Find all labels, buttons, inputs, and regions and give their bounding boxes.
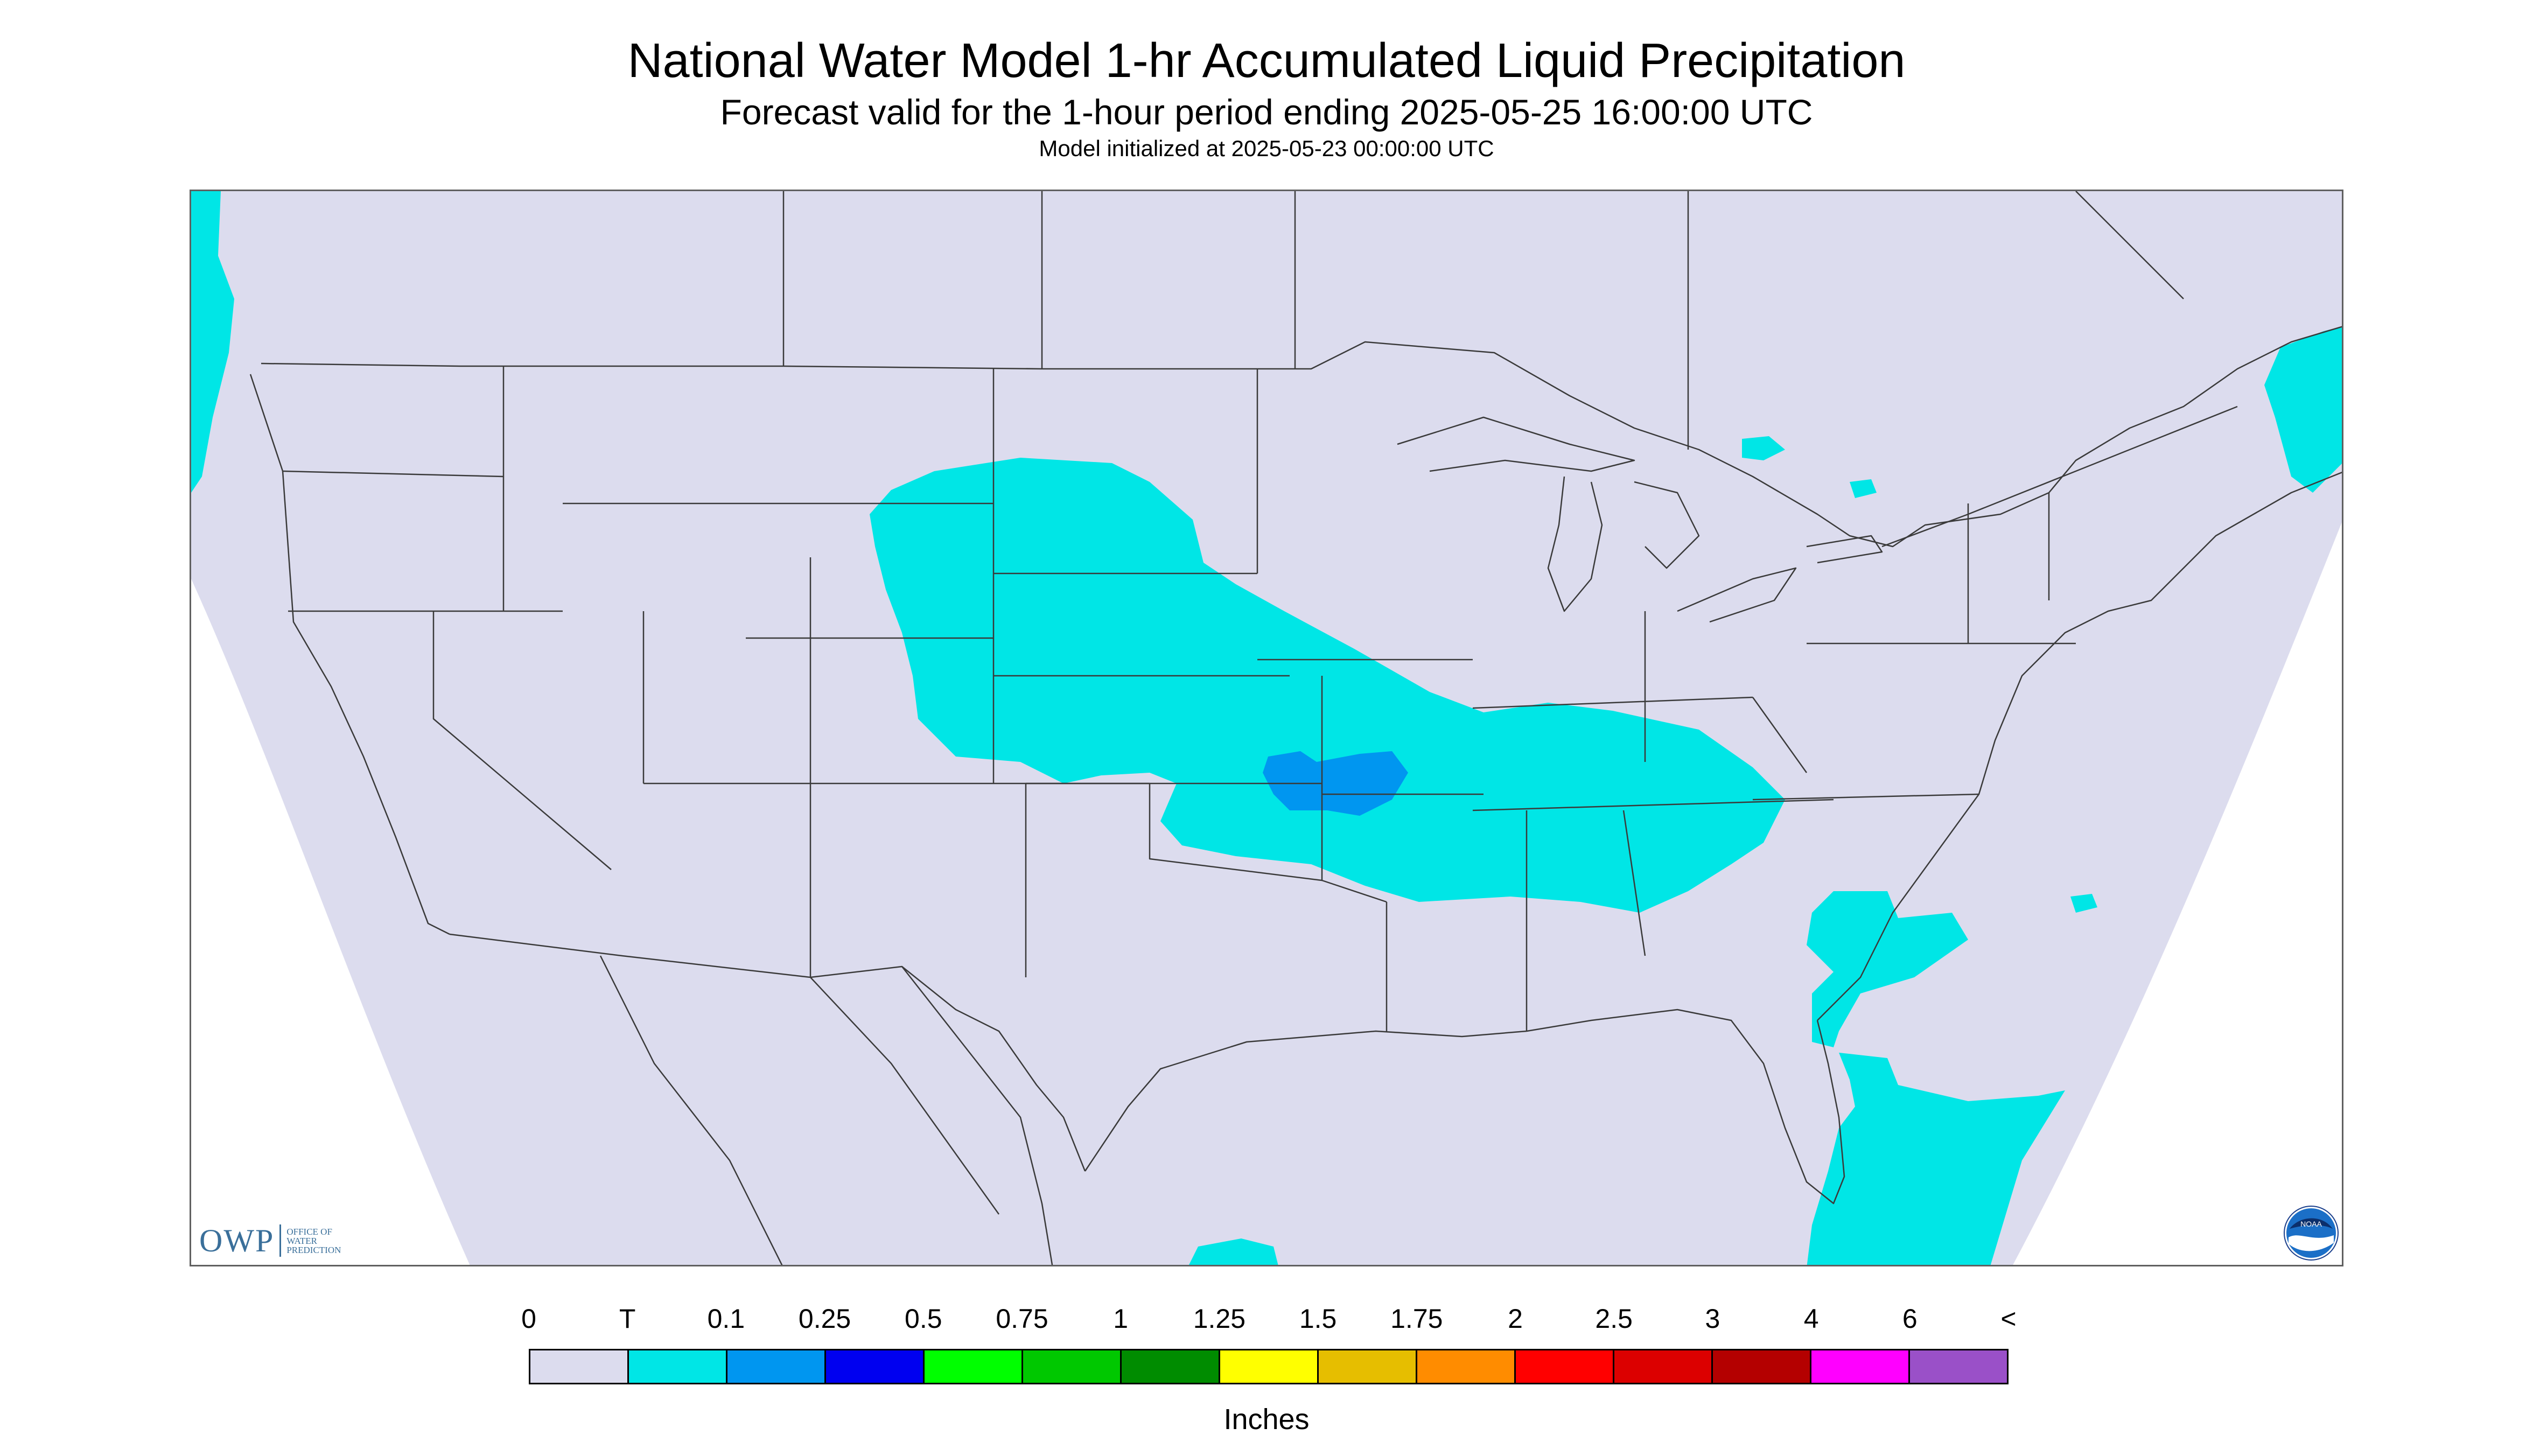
model-init-line: Model initialized at 2025-05-23 00:00:00… bbox=[1039, 136, 1494, 161]
noaa-logo-text: NOAA bbox=[2300, 1220, 2322, 1228]
boundary-lake-michigan bbox=[1547, 476, 1603, 612]
trace-precip-areas bbox=[191, 191, 2342, 1265]
owp-office-text: OFFICE OF WATER PREDICTION bbox=[286, 1227, 341, 1255]
precip-great-lakes-canada bbox=[1742, 436, 1785, 460]
legend-units-label: Inches bbox=[1223, 1403, 1310, 1436]
legend-tick-15: < bbox=[2000, 1304, 2017, 1334]
legend-swatch-10 bbox=[1516, 1350, 1614, 1383]
legend-tick-9: 1.75 bbox=[1390, 1304, 1443, 1334]
boundary-wa-or-line bbox=[282, 470, 504, 478]
legend-swatch-0 bbox=[530, 1350, 629, 1383]
map-title: National Water Model 1-hr Accumulated Li… bbox=[627, 34, 1906, 88]
boundary-va-nc-line bbox=[1752, 793, 1979, 801]
legend-tick-6: 1 bbox=[1113, 1304, 1129, 1334]
legend-swatch-7 bbox=[1220, 1350, 1319, 1383]
boundary-east-coast bbox=[1817, 472, 2342, 1021]
legend-tick-11: 2.5 bbox=[1595, 1304, 1633, 1334]
boundary-gulf-coast bbox=[1084, 1009, 1845, 1205]
noaa-logo: NOAA bbox=[2284, 1206, 2339, 1261]
legend-tick-8: 1.5 bbox=[1299, 1304, 1337, 1334]
legend-tick-0: 0 bbox=[521, 1304, 536, 1334]
boundary-lake-erie bbox=[1677, 567, 1797, 623]
legend-swatch-4 bbox=[925, 1350, 1023, 1383]
boundary-mex-2 bbox=[810, 977, 1000, 1215]
owp-logo: OWP OFFICE OF WATER PREDICTION bbox=[199, 1221, 341, 1260]
boundary-st-lawrence bbox=[1881, 405, 2238, 548]
legend-swatch-11 bbox=[1614, 1350, 1713, 1383]
boundary-mo-east-line bbox=[1321, 676, 1387, 903]
boundary-al-ga-line bbox=[1622, 810, 1646, 956]
legend-tick-3: 0.25 bbox=[798, 1304, 851, 1334]
precipitation-map bbox=[190, 190, 2343, 1266]
legend-swatch-9 bbox=[1417, 1350, 1516, 1383]
boundary-lake-huron bbox=[1634, 481, 1700, 569]
owp-text-line1: OFFICE OF bbox=[286, 1226, 332, 1237]
owp-text-line3: PREDICTION bbox=[286, 1244, 341, 1255]
legend-swatch-3 bbox=[826, 1350, 925, 1383]
legend-swatch-2 bbox=[727, 1350, 826, 1383]
map-canvas bbox=[191, 191, 2342, 1265]
legend-tick-5: 0.75 bbox=[996, 1304, 1048, 1334]
legend-swatch-8 bbox=[1319, 1350, 1417, 1383]
precip-atlantic-florida bbox=[1807, 1053, 2065, 1265]
boundary-lake-superior bbox=[1397, 416, 1635, 472]
boundary-us-canada-border bbox=[261, 326, 2342, 548]
legend-tick-13: 4 bbox=[1803, 1304, 1819, 1334]
boundary-ky-north-line bbox=[1472, 696, 1753, 709]
boundary-tn-ky-line bbox=[1472, 799, 1834, 811]
legend-tick-14: 6 bbox=[1902, 1304, 1918, 1334]
boundary-lake-ontario bbox=[1806, 535, 1883, 564]
legend-swatch-1 bbox=[629, 1350, 727, 1383]
legend-tick-7: 1.25 bbox=[1193, 1304, 1246, 1334]
legend-tick-1: T bbox=[619, 1304, 636, 1334]
precip-central-plains-southeast bbox=[870, 458, 1785, 913]
legend-color-bar bbox=[529, 1349, 2009, 1384]
state-and-country-boundaries bbox=[249, 191, 2342, 1265]
precip-ontario-blob bbox=[1850, 479, 1877, 498]
legend-tick-10: 2 bbox=[1508, 1304, 1523, 1334]
boundary-ok-tx-line bbox=[1149, 783, 1323, 881]
legend-swatch-13 bbox=[1811, 1350, 1910, 1383]
precip-pacific-northwest bbox=[191, 191, 234, 493]
boundary-us-mexico-border bbox=[449, 933, 1086, 1172]
legend-swatch-5 bbox=[1023, 1350, 1122, 1383]
owp-letters: OWP bbox=[199, 1222, 275, 1258]
boundary-mex-1 bbox=[599, 955, 783, 1265]
legend-tick-12: 3 bbox=[1705, 1304, 1720, 1334]
legend-tick-4: 0.5 bbox=[905, 1304, 942, 1334]
precip-gulf-bottom bbox=[1189, 1238, 1278, 1265]
boundary-mex-3 bbox=[901, 966, 1053, 1265]
boundary-wv-line bbox=[1752, 697, 1808, 773]
precip-0.1-area bbox=[1263, 751, 1408, 816]
legend-tick-2: 0.1 bbox=[707, 1304, 745, 1334]
precip-canada-east bbox=[2264, 326, 2342, 493]
boundary-nv-ca-line bbox=[432, 611, 612, 870]
legend-swatch-14 bbox=[1910, 1350, 2007, 1383]
legend-swatch-12 bbox=[1713, 1350, 1811, 1383]
boundary-coast-west bbox=[249, 374, 450, 935]
precip-atlantic-small bbox=[2070, 894, 2097, 913]
boundary-can-5 bbox=[2075, 191, 2184, 299]
legend-swatch-6 bbox=[1122, 1350, 1220, 1383]
precip-southeast-coast bbox=[1807, 891, 1968, 1047]
owp-divider bbox=[279, 1224, 282, 1257]
owp-text-line2: WATER bbox=[286, 1235, 318, 1246]
forecast-valid-subtitle: Forecast valid for the 1-hour period end… bbox=[720, 92, 1813, 132]
